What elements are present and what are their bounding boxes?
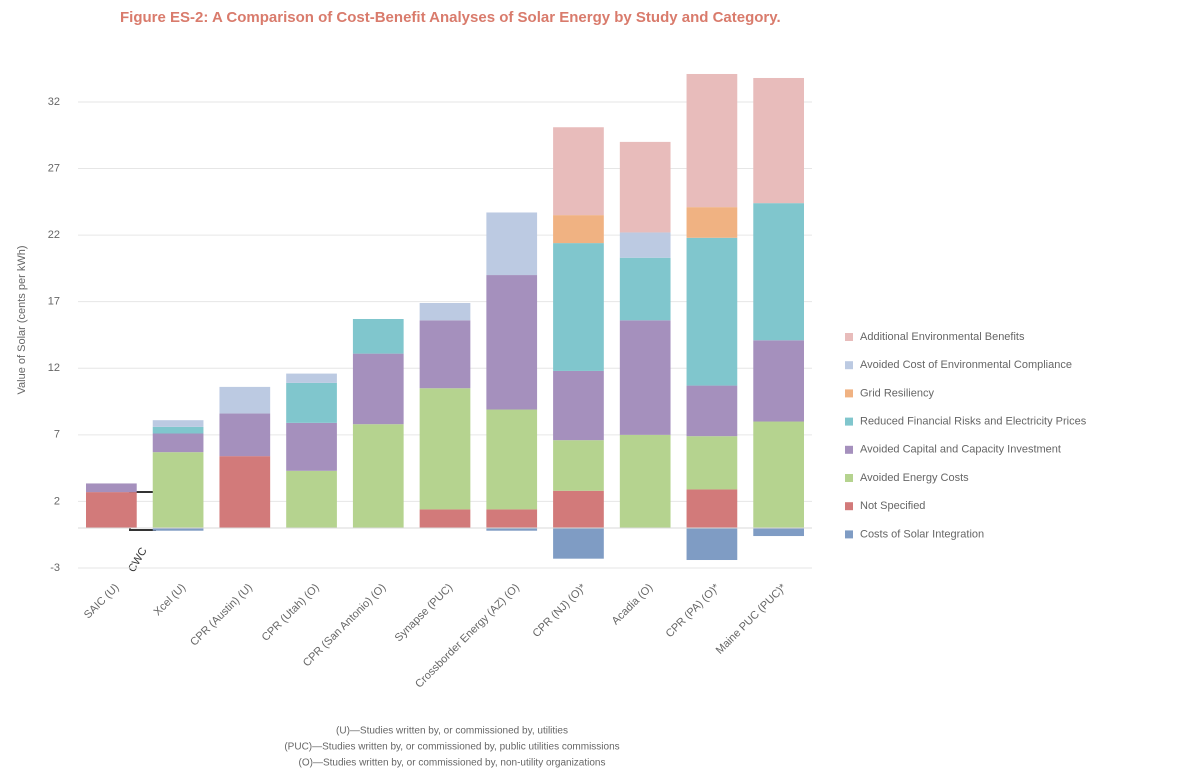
legend-swatch (845, 474, 853, 482)
legend-swatch (845, 445, 853, 454)
footnote: (PUC)—Studies written by, or commissione… (284, 742, 619, 753)
legend-label: Grid Resiliency (860, 387, 934, 399)
bar-segment (352, 353, 404, 425)
legend-swatch (845, 333, 853, 341)
bar-segment (486, 212, 538, 276)
bar-segment (286, 373, 337, 383)
bar-segment (419, 303, 471, 321)
bar-segment (486, 528, 538, 531)
bar-segment (553, 370, 604, 441)
y-tick-label: 7 (54, 429, 60, 441)
bar-segment (86, 483, 137, 493)
legend-swatch (845, 502, 853, 511)
legend-label: Not Specified (860, 500, 925, 512)
bar-segment (619, 434, 671, 529)
x-tick-label: CPR (PA) (O)* (664, 581, 723, 640)
x-tick-label: Synapse (PUC) (393, 582, 456, 645)
bar-segment (352, 318, 404, 354)
footnote: (U)—Studies written by, or commissioned … (336, 726, 568, 737)
bar-segment (152, 426, 204, 434)
legend-swatch (845, 389, 853, 398)
legend-swatch (845, 417, 853, 426)
bar-segment (219, 386, 271, 414)
bar-segment (686, 237, 738, 386)
legend-label: Additional Environmental Benefits (860, 331, 1025, 343)
chart-title: Figure ES-2: A Comparison of Cost-Benefi… (120, 9, 781, 26)
bar-segment (686, 528, 738, 561)
bar-segment (352, 424, 404, 529)
bar-segment (686, 385, 738, 437)
bar-segment (219, 456, 271, 529)
bar-segment (286, 422, 337, 471)
x-tick-label: Acadia (O) (610, 582, 656, 628)
bar-segment (753, 77, 804, 204)
bar-segment (419, 320, 471, 389)
legend-label: Avoided Capital and Capacity Investment (860, 444, 1061, 456)
bar-segment (686, 207, 738, 238)
bar-segment (486, 275, 538, 410)
bar-segment (753, 203, 804, 341)
bar-segment (619, 232, 671, 258)
y-axis-label: Value of Solar (cents per kWh) (16, 246, 28, 395)
bar-segment (686, 73, 738, 208)
legend-label: Reduced Financial Risks and Electricity … (860, 416, 1087, 428)
x-tick-label: SAIC (U) (82, 582, 122, 622)
x-tick-label: Xcel (U) (152, 582, 189, 619)
bar-segment (219, 413, 271, 457)
bar-segment (152, 528, 204, 531)
bar-segment (286, 382, 337, 423)
bar-segment (553, 440, 604, 491)
bar-segment (686, 436, 738, 490)
bar-segment (553, 528, 604, 559)
bar-segment (619, 320, 671, 435)
legend-label: Avoided Energy Costs (860, 472, 969, 484)
bar-segment (152, 452, 204, 529)
x-tick-label: Maine PUC (PUC)* (714, 581, 790, 657)
y-tick-label: -3 (50, 562, 60, 574)
footnote: (O)—Studies written by, or commissioned … (299, 758, 606, 769)
y-tick-label: 12 (48, 362, 60, 374)
bar-segment (419, 509, 471, 529)
bar-segment (553, 243, 604, 371)
x-tick-label: CPR (NJ) (O)* (530, 581, 589, 640)
bar-segment (419, 388, 471, 510)
bar-segment (619, 141, 671, 233)
legend-label: Avoided Cost of Environmental Compliance (860, 359, 1072, 371)
bar-segment (686, 489, 738, 529)
bar-segment (553, 215, 604, 244)
bar-segment (486, 409, 538, 510)
x-tick-label: CPR (Utah) (O) (260, 582, 322, 644)
y-tick-label: 32 (48, 96, 60, 108)
bar-segment (553, 127, 604, 216)
annotation: CWC (126, 546, 150, 575)
legend-swatch (845, 530, 853, 539)
y-tick-label: 17 (48, 296, 60, 308)
bar-segment (486, 509, 538, 529)
legend-label: Costs of Solar Integration (860, 528, 984, 540)
bar-segment (553, 490, 604, 529)
bar-segment (286, 470, 337, 529)
bar-segment (619, 257, 671, 321)
y-tick-label: 22 (48, 229, 60, 241)
bar-segment (753, 421, 804, 529)
legend-swatch (845, 361, 853, 370)
bar-segment (86, 492, 137, 529)
x-tick-label: CPR (Austin) (U) (188, 582, 255, 649)
y-tick-label: 2 (54, 495, 60, 507)
bar-segment (152, 433, 204, 453)
bar-segment (152, 420, 204, 427)
bar-segment (753, 528, 804, 537)
y-tick-label: 27 (48, 162, 60, 174)
bar-segment (753, 340, 804, 422)
